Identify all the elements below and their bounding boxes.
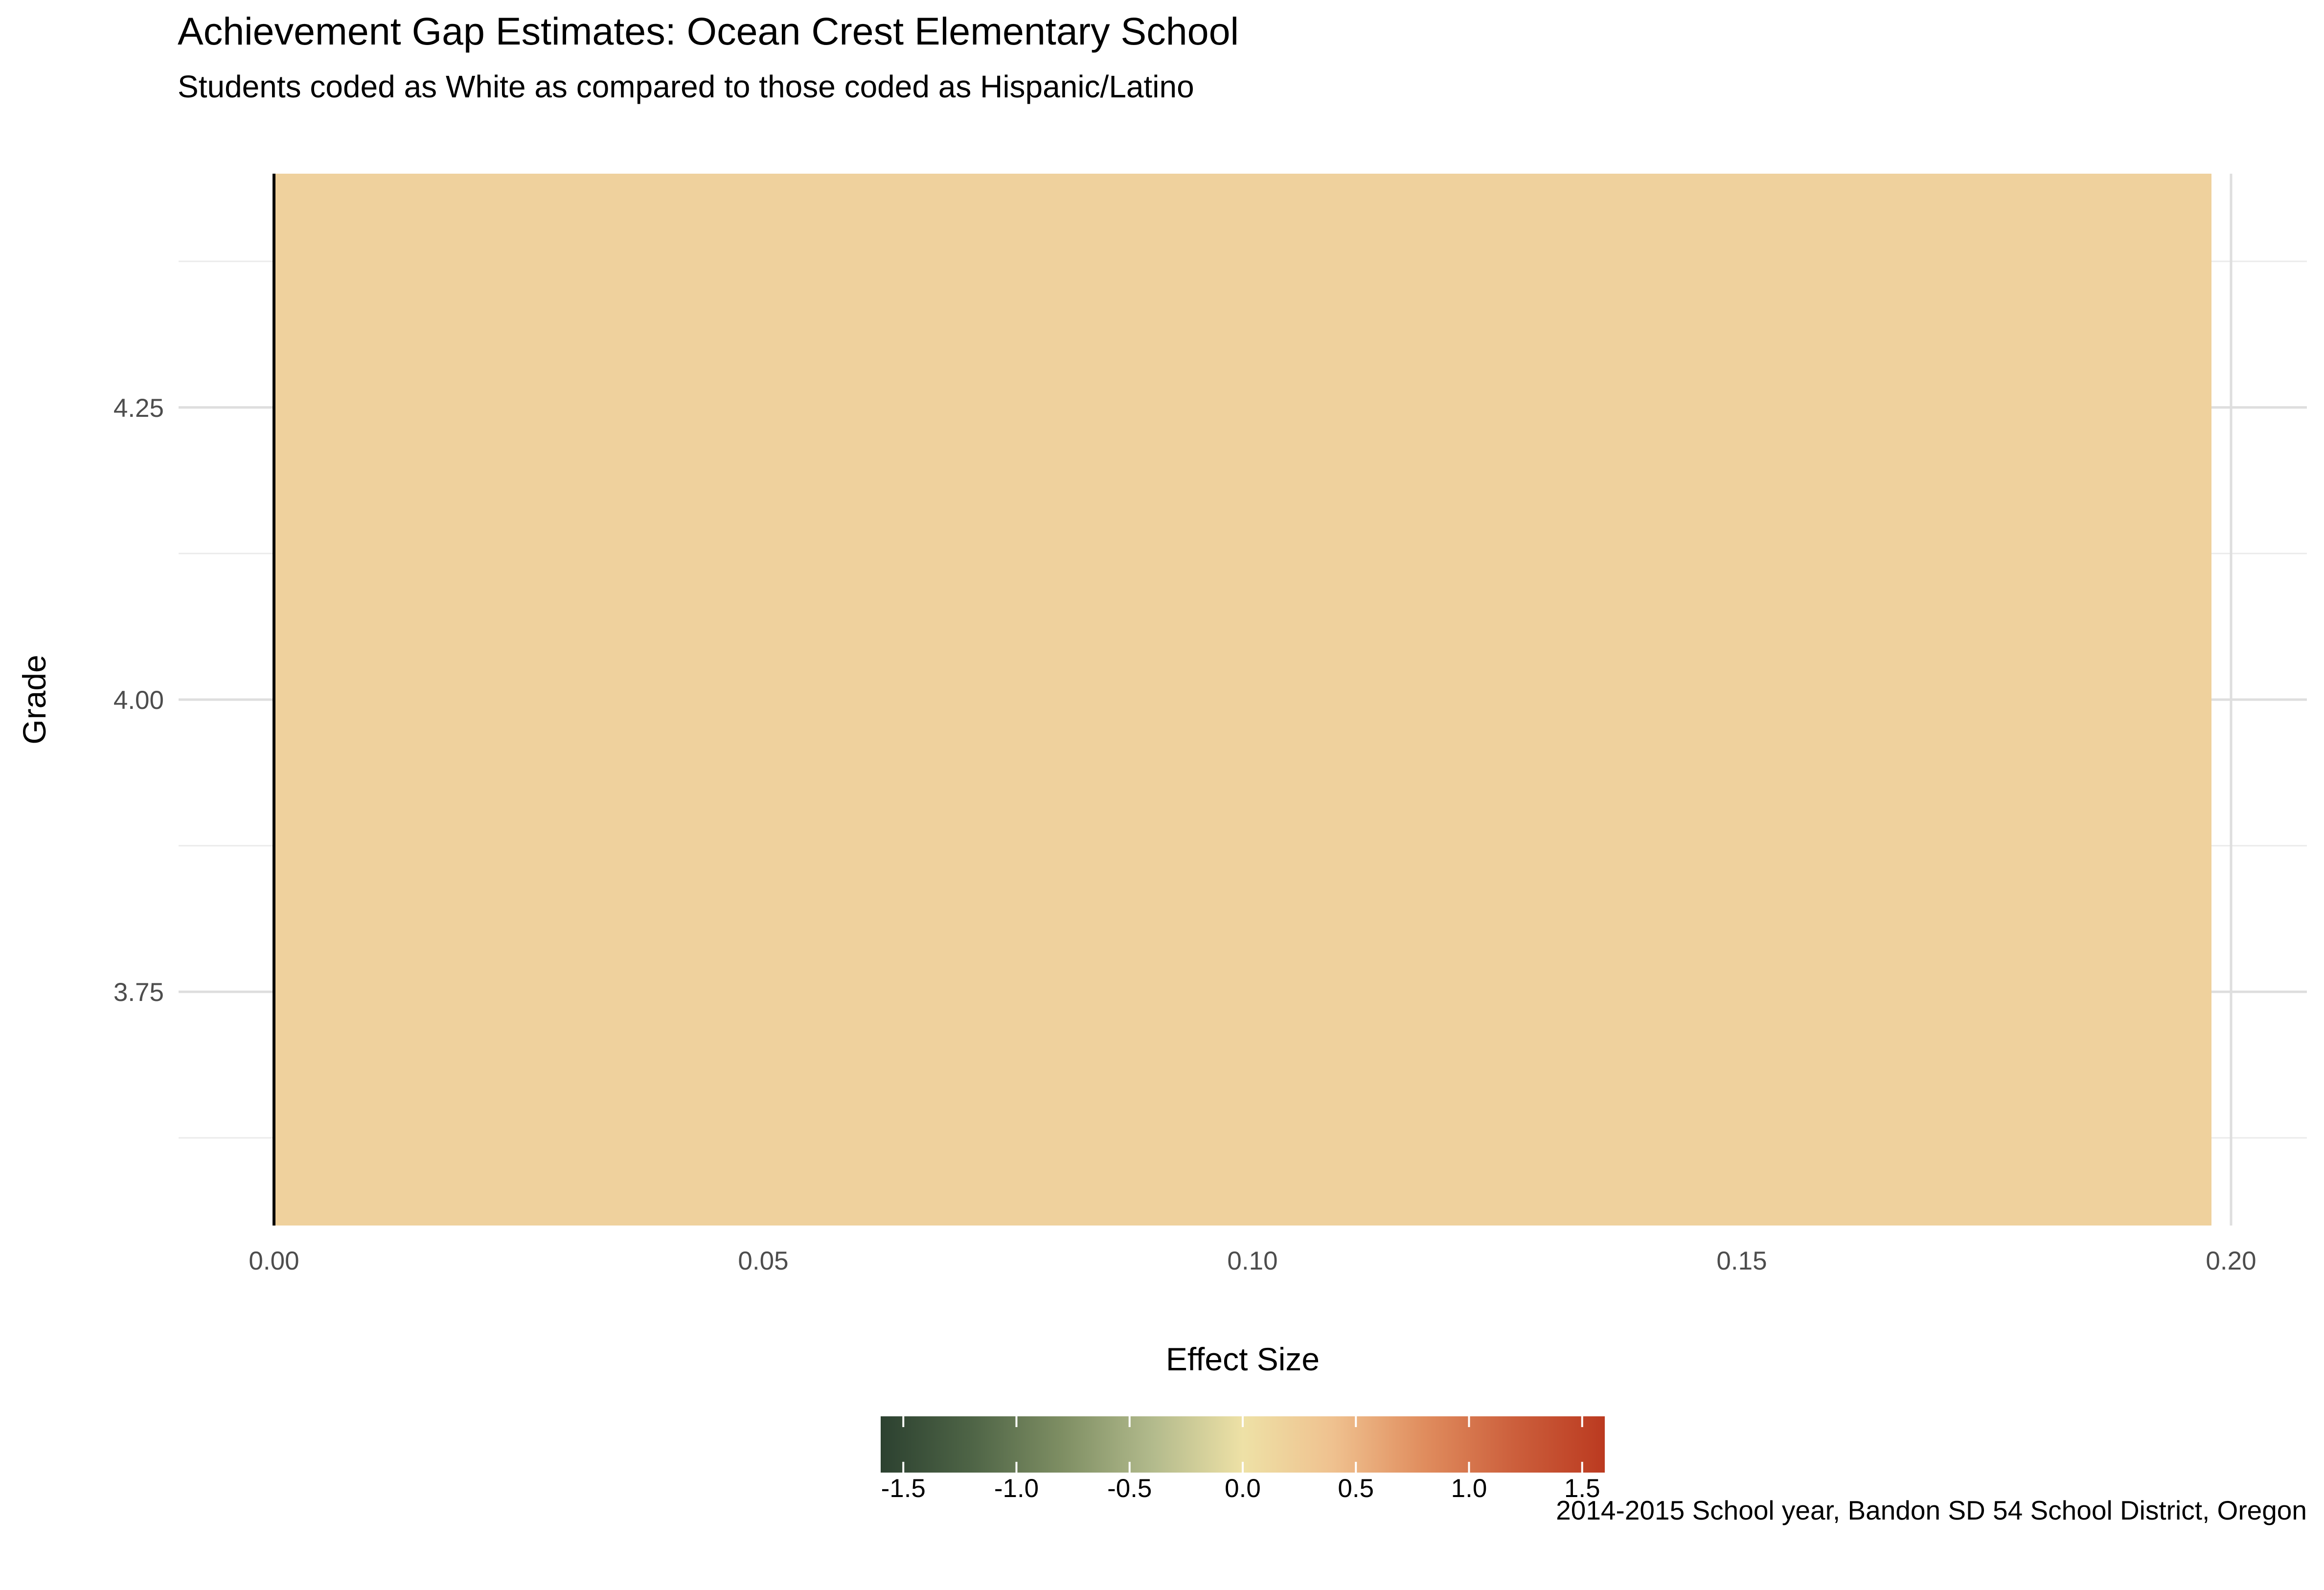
y-tick-label: 4.25 <box>114 394 164 423</box>
y-tick-label: 3.75 <box>114 978 164 1007</box>
chart-caption: 2014-2015 School year, Bandon SD 54 Scho… <box>1556 1495 2307 1525</box>
bar-grade-4 <box>274 174 2211 1226</box>
x-tick-label: 0.00 <box>249 1247 299 1275</box>
colorbar-tick-label: 1.5 <box>1564 1474 1600 1503</box>
colorbar-tick-label: -1.5 <box>881 1474 926 1503</box>
x-tick-label: 0.10 <box>1227 1247 1277 1275</box>
chart-subtitle: Students coded as White as compared to t… <box>178 69 1194 104</box>
colorbar-tick-label: -1.0 <box>994 1474 1039 1503</box>
y-tick-label: 4.00 <box>114 686 164 715</box>
x-tick-label: 0.05 <box>738 1247 788 1275</box>
colorbar-tick-label: -0.5 <box>1107 1474 1152 1503</box>
chart-title: Achievement Gap Estimates: Ocean Crest E… <box>178 9 1239 53</box>
y-axis-label: Grade <box>16 655 52 745</box>
x-tick-label: 0.15 <box>1716 1247 1767 1275</box>
x-tick-label: 0.20 <box>2206 1247 2256 1275</box>
x-axis-label: Effect Size <box>1165 1341 1320 1377</box>
colorbar-tick-label: 0.0 <box>1225 1474 1261 1503</box>
colorbar-tick-label: 0.5 <box>1338 1474 1374 1503</box>
colorbar-tick-label: 1.0 <box>1451 1474 1487 1503</box>
